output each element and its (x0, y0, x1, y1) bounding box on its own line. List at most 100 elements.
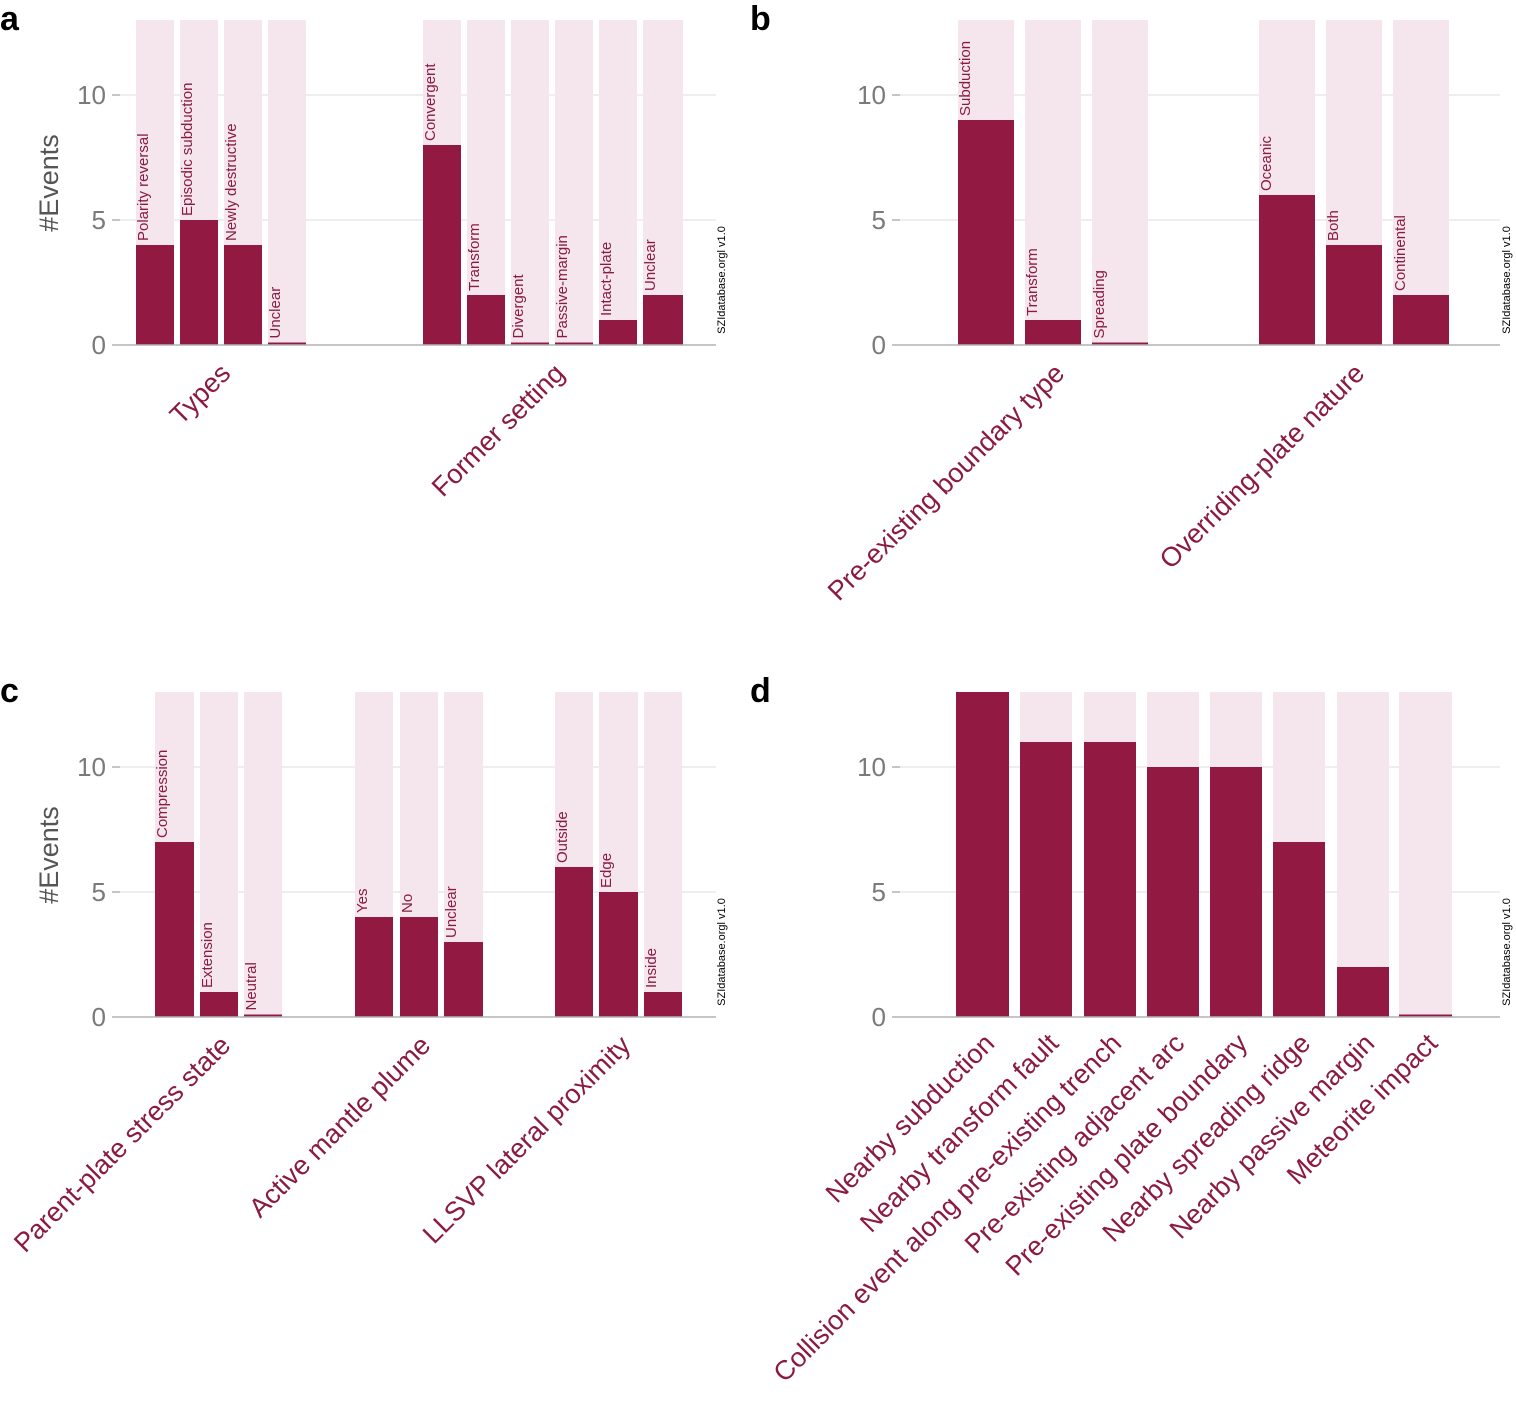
panel-letter: d (750, 672, 771, 710)
bar-nearby-subduction (956, 692, 1009, 1017)
bar-label: Oceanic (1258, 135, 1275, 191)
bar-pre-existing-plate-boundary (1210, 767, 1262, 1017)
bar-compression (155, 842, 194, 1017)
bar-background (1337, 692, 1389, 1017)
bar-passive-margin (555, 342, 593, 345)
y-tick-label: 0 (872, 1002, 886, 1032)
bar-label: Polarity reversal (135, 133, 152, 241)
bar-polarity-reversal (136, 245, 174, 345)
y-tick-label: 0 (92, 330, 106, 360)
bar-label: Both (1325, 210, 1342, 241)
bar-background (268, 20, 306, 345)
bar-pre-existing-adjacent-arc (1147, 767, 1199, 1017)
bar-label: Compression (154, 750, 171, 838)
group-label: Parent-plate stress state (8, 1030, 236, 1258)
bar-label: Unclear (443, 886, 460, 938)
y-tick-label: 5 (92, 205, 106, 235)
watermark: SZIdatabase.orgl v1.0 (716, 226, 728, 334)
bar-edge (599, 892, 638, 1017)
bar-label: Neutral (243, 962, 260, 1010)
panel-letter: c (0, 672, 19, 710)
bar-unclear (643, 295, 683, 345)
bar-nearby-spreading-ridge (1273, 842, 1325, 1017)
bar-background (643, 20, 683, 345)
bar-episodic-subduction (180, 220, 218, 345)
watermark: SZIdatabase.orgl v1.0 (1501, 226, 1513, 334)
bar-neutral (244, 1014, 282, 1017)
bar-nearby-transform-fault (1020, 742, 1072, 1017)
bar-intact-plate (599, 320, 637, 345)
panel-b: b 0 5 10 SZIdatabase.orgl v1.0 Subduction Tran… (750, 0, 1513, 606)
panel-letter: a (0, 0, 20, 38)
bar-label: Divergent (510, 273, 527, 338)
y-tick-label: 5 (872, 877, 886, 907)
bar-label: Extension (199, 922, 216, 988)
bar-yes (355, 917, 393, 1017)
group-label: LLSVP lateral proximity (417, 1030, 637, 1250)
panel-c: c 0 5 10 #Events SZIdatabase.orgl v1.0 Compres… (0, 672, 728, 1258)
bar-spreading (1092, 342, 1148, 345)
bar-label: Outside (554, 811, 571, 863)
group-label: Overriding-plate nature (1154, 358, 1370, 574)
bar-oceanic (1259, 195, 1315, 345)
bar-label: Yes (354, 889, 371, 913)
y-tick-label: 5 (872, 205, 886, 235)
y-tick-label: 10 (77, 80, 106, 110)
bar-label: Continental (1392, 215, 1409, 291)
y-axis-title: #Events (34, 134, 64, 232)
group-label: Types (164, 358, 236, 430)
bar-background (1399, 692, 1452, 1017)
bar-label: Inside (643, 948, 660, 988)
bar-background (599, 20, 637, 345)
y-tick-label: 5 (92, 877, 106, 907)
bar-background (200, 692, 238, 1017)
y-axis-title: #Events (34, 806, 64, 904)
y-tick-label: 10 (77, 752, 106, 782)
bar-divergent (511, 342, 549, 345)
bar-label: Convergent (422, 63, 439, 141)
bar-unclear (444, 942, 483, 1017)
panel-letter: b (750, 0, 771, 38)
bar-background (244, 692, 282, 1017)
bar-nearby-passive-margin (1337, 967, 1389, 1017)
bar-background (1025, 20, 1081, 345)
bar-subduction (958, 120, 1014, 345)
bar-label: Newly destructive (223, 123, 240, 241)
y-tick-label: 10 (857, 752, 886, 782)
bar-label: Intact-plate (598, 242, 615, 316)
bar-label: Spreading (1091, 270, 1108, 338)
bar-label: Subduction (957, 41, 974, 116)
bar-background (1393, 20, 1449, 345)
group-label: Pre-existing boundary type (822, 358, 1070, 606)
bar-both (1326, 245, 1382, 345)
bar-collision-event-along-pre-existing-trench (1084, 742, 1136, 1017)
group-label: Active mantle plume (243, 1030, 436, 1223)
bar-background (555, 20, 593, 345)
bar-label: Edge (598, 853, 615, 888)
bar-label: Unclear (267, 287, 284, 339)
y-tick-label: 0 (872, 330, 886, 360)
bar-newly-destructive (224, 245, 262, 345)
bar-label: Episodic subduction (179, 83, 196, 216)
bar-unclear (268, 342, 306, 345)
bar-label: Passive-margin (554, 235, 571, 338)
bar-background (1092, 20, 1148, 345)
bar-label: Transform (1024, 248, 1041, 316)
y-tick-label: 10 (857, 80, 886, 110)
bar-outside (555, 867, 593, 1017)
bar-convergent (423, 145, 461, 345)
bar-meteorite-impact (1399, 1014, 1452, 1017)
bar-extension (200, 992, 238, 1017)
bar-continental (1393, 295, 1449, 345)
bar-label: No (399, 894, 416, 913)
panel-a: a 0 5 10 #Events SZIdatabase.orgl v1.0 Polarit… (0, 0, 728, 502)
group-label: Former setting (426, 358, 570, 502)
bar-transform (1025, 320, 1081, 345)
bar-transform (467, 295, 505, 345)
bar-inside (644, 992, 682, 1017)
bar-background (467, 20, 505, 345)
bar-background (644, 692, 682, 1017)
bar-background (511, 20, 549, 345)
